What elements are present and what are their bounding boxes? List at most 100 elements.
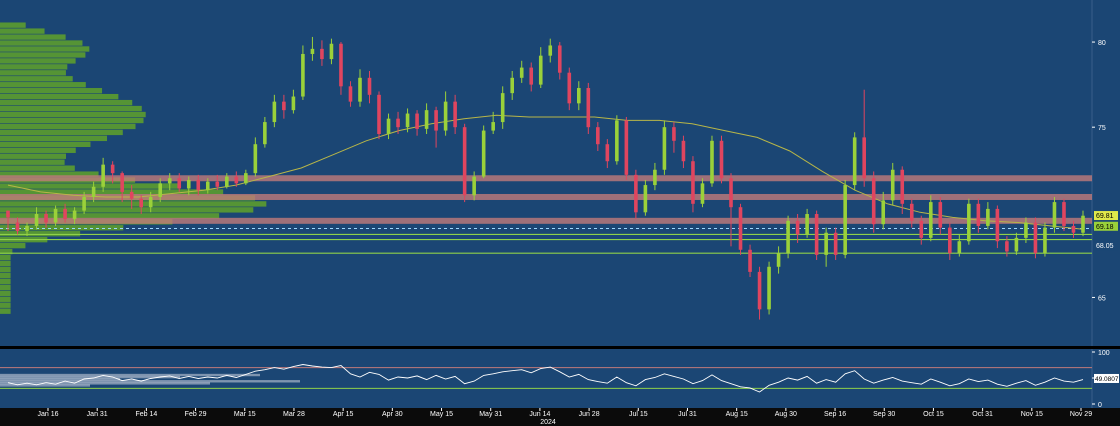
candle-body [605, 144, 610, 162]
volume-profile-bar [0, 213, 220, 219]
price-panel-background [0, 0, 1092, 346]
indicator-tick-label: 100 [1098, 350, 1110, 357]
volume-profile-bar [0, 296, 11, 302]
candle-body [481, 130, 486, 177]
candle-body [110, 164, 115, 174]
volume-profile-bar [0, 207, 254, 213]
indicator-profile-bar [0, 380, 300, 383]
volume-profile-bar [0, 28, 45, 34]
candle-body [871, 178, 876, 225]
candle-body [567, 72, 572, 104]
indicator-tick-label: 0 [1098, 402, 1102, 409]
candle-body [15, 222, 20, 232]
date-tick-label: Jul 15 [629, 411, 648, 418]
candle-body [576, 88, 581, 104]
candle-body [729, 178, 733, 208]
candle-body [748, 249, 752, 272]
candle-body [909, 203, 914, 221]
candle-body [358, 77, 362, 102]
candle-body [548, 45, 553, 56]
candle-body [890, 169, 895, 201]
date-tick-label: Mar 15 [234, 411, 256, 418]
candle-body [367, 77, 372, 95]
candle-body [843, 185, 847, 255]
candle-body [91, 186, 96, 197]
candle-body [510, 77, 515, 94]
volume-profile-bar [0, 64, 68, 70]
candle-body [596, 127, 600, 145]
candle-body [186, 179, 191, 189]
last-price-label: 68.05 [1096, 243, 1114, 250]
date-axis: Jan 16 Jan 31 Feb 14 Feb 29 Mar 15 Mar 28 Apr … [37, 408, 1092, 418]
candle-body [101, 164, 105, 187]
volume-profile-bar [0, 225, 124, 231]
volume-profile-bar [0, 82, 86, 88]
last-price-labels: 69.81 69.18 68.05 [1094, 211, 1118, 251]
indicator-profile-bar [0, 382, 210, 385]
candle-body [500, 93, 505, 123]
candle-body [148, 196, 153, 208]
candle-body [700, 183, 705, 204]
date-tick-label: Apr 15 [333, 411, 354, 418]
candle-body [443, 101, 448, 131]
candle-body [586, 88, 591, 128]
volume-profile-bar [0, 302, 11, 308]
candle-body [957, 241, 962, 254]
candle-body [738, 207, 743, 250]
volume-profile-bar [0, 171, 99, 177]
candle-body [995, 208, 1000, 242]
volume-profile-bar [0, 260, 11, 267]
volume-profile-bar [0, 147, 76, 153]
year-label: 2024 [540, 419, 556, 426]
volume-profile-bar [0, 40, 83, 46]
candle-body [348, 86, 353, 102]
candle-body [833, 232, 838, 255]
volume-profile-bar [0, 70, 66, 76]
date-tick-label: Jan 16 [37, 411, 58, 418]
candle-body [72, 210, 77, 220]
volume-profile-bar [0, 290, 11, 296]
horizontal-levels [0, 175, 1092, 254]
last-price-label-box [1094, 211, 1118, 221]
resistance-band [0, 175, 1092, 182]
candle-body [244, 173, 248, 184]
candle-body [1081, 215, 1085, 233]
candle-body [6, 210, 10, 218]
date-tick-label: Jul 31 [678, 411, 697, 418]
last-price-label-box [1094, 221, 1118, 231]
volume-profile-bar [0, 231, 81, 237]
candle-body [320, 48, 324, 60]
candle-body [196, 179, 201, 191]
moving-average-line [7, 114, 1084, 230]
candle-body [329, 43, 334, 60]
volume-profile-bar [0, 141, 91, 148]
candles [6, 36, 1085, 320]
candle-body [386, 118, 391, 134]
indicator-profile-bar [0, 375, 180, 379]
candle-body [301, 53, 305, 97]
candle-body [263, 122, 267, 145]
candle-body [472, 176, 476, 196]
volume-profile-bar [0, 117, 144, 124]
date-tick-label: Oct 15 [923, 411, 944, 418]
volume-profile-bar [0, 22, 26, 28]
indicator-line [7, 364, 1084, 393]
candle-body [158, 183, 163, 197]
volume-profile-bar [0, 46, 90, 52]
volume-profile-bar [0, 58, 76, 64]
candle-body [767, 266, 771, 310]
date-tick-label: Oct 31 [972, 411, 993, 418]
volume-profile-bar [0, 242, 26, 249]
candle-body [1052, 202, 1057, 228]
volume-profile-bar [0, 93, 119, 100]
candle-body [1014, 237, 1019, 252]
candle-body [986, 208, 990, 226]
candle-body [405, 113, 410, 128]
date-tick-label: Jan 31 [87, 411, 108, 418]
candle-body [643, 185, 648, 213]
candle-body [881, 200, 886, 225]
indicator-last-value-label: 49.0807 [1095, 376, 1119, 383]
candle-body [215, 181, 220, 187]
